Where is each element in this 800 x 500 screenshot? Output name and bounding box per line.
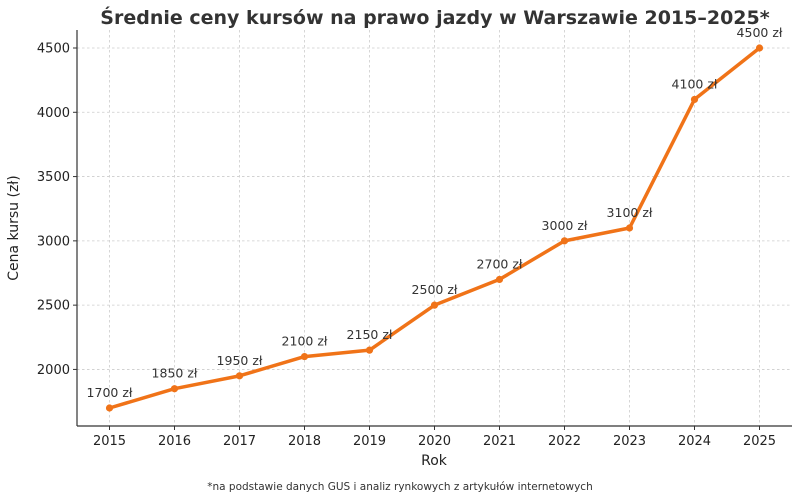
data-label: 1700 zł [87, 385, 133, 400]
data-label: 2700 zł [477, 256, 523, 271]
data-point [690, 95, 699, 104]
data-label: 1950 zł [217, 353, 263, 368]
x-tick-label: 2023 [613, 434, 646, 449]
x-tick-label: 2015 [93, 434, 126, 449]
data-label: 4500 zł [737, 25, 783, 40]
y-tick-label: 4500 [37, 42, 70, 57]
data-point [170, 385, 179, 393]
footnote: *na podstawie danych GUS i analiz rynkow… [207, 481, 593, 493]
y-tick-label: 3000 [37, 234, 70, 249]
data-label: 3000 zł [542, 218, 588, 233]
x-tick-label: 2025 [743, 434, 776, 449]
data-point [300, 352, 309, 361]
data-point [755, 44, 764, 52]
x-tick-label: 2024 [678, 434, 711, 449]
y-tick-label: 4000 [37, 106, 70, 121]
chart-title: Średnie ceny kursów na prawo jazdy w War… [100, 5, 769, 29]
data-label: 4100 zł [672, 76, 718, 91]
data-label: 2150 zł [347, 327, 393, 342]
x-axis-label: Rok [421, 453, 448, 469]
y-axis-label: Cena kursu (zł) [6, 175, 22, 280]
data-point [495, 275, 504, 284]
y-axis-ticks: 2000 2500 3000 3500 4000 4500 [37, 42, 77, 378]
x-tick-label: 2017 [223, 434, 256, 449]
grid-lines [77, 30, 792, 426]
x-tick-label: 2018 [288, 434, 321, 449]
x-tick-label: 2020 [418, 434, 451, 449]
data-point [430, 301, 439, 309]
data-point [625, 224, 634, 232]
data-point [105, 404, 114, 412]
data-point [235, 372, 244, 380]
data-labels: 1700 zł 1850 zł 1950 zł 2100 zł 2150 zł 2500 … [87, 25, 783, 400]
x-tick-label: 2016 [158, 434, 191, 449]
data-point [365, 346, 374, 354]
y-tick-label: 3500 [37, 170, 70, 185]
data-point [560, 237, 569, 245]
data-label: 2500 zł [412, 282, 458, 297]
data-label: 3100 zł [607, 205, 653, 220]
data-label: 1850 zł [152, 366, 198, 381]
data-series [105, 44, 764, 412]
x-tick-label: 2019 [353, 434, 386, 449]
y-tick-label: 2000 [37, 363, 70, 378]
x-axis-ticks: 2015 2016 2017 2018 2019 2020 2021 2022 2023 2024… [93, 426, 776, 449]
x-tick-label: 2021 [483, 434, 516, 449]
data-label: 2100 zł [282, 334, 328, 349]
x-tick-label: 2022 [548, 434, 581, 449]
y-tick-label: 2500 [37, 299, 70, 314]
